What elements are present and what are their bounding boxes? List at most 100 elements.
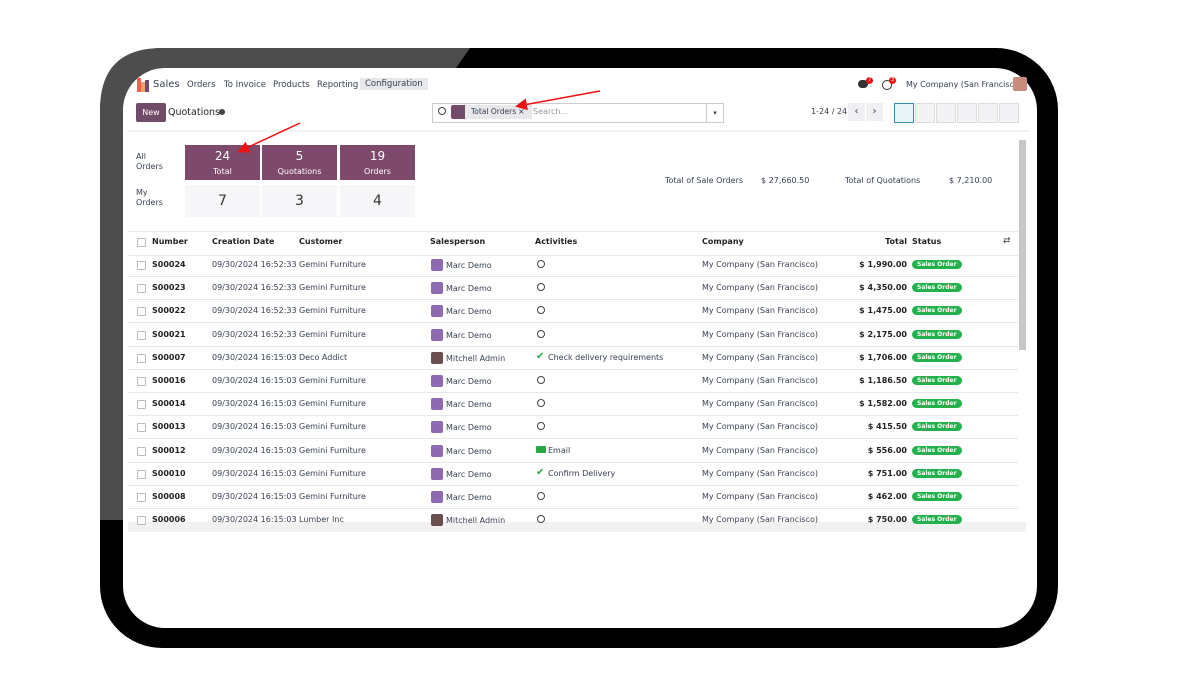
my-tile[interactable]: 3 <box>262 185 337 217</box>
table-row[interactable] <box>128 415 1018 440</box>
column-header[interactable]: Total <box>885 237 907 246</box>
column-header[interactable]: Creation Date <box>212 237 275 246</box>
menu-item[interactable]: To Invoice <box>224 80 267 90</box>
view-kanban[interactable] <box>915 103 935 123</box>
search-toggle[interactable]: ▾ <box>706 103 723 123</box>
customer: Gemini Furniture <box>299 376 366 385</box>
table-row[interactable] <box>128 253 1018 277</box>
order-number: S00021 <box>152 329 186 339</box>
salesperson: Marc Demo <box>446 446 492 456</box>
row-checkbox[interactable] <box>137 307 146 317</box>
column-header[interactable]: Number <box>152 237 188 246</box>
total: $ 2,175.00 <box>859 329 907 339</box>
row-checkbox[interactable] <box>137 353 146 363</box>
order-number: S00014 <box>152 399 186 409</box>
column-header[interactable]: Customer <box>299 237 343 246</box>
row-checkbox[interactable] <box>137 516 146 526</box>
menu-item[interactable]: Configuration <box>360 78 428 90</box>
row-checkbox[interactable] <box>137 493 146 502</box>
column-header[interactable]: Company <box>702 237 744 246</box>
table-row[interactable] <box>128 439 1018 463</box>
activity-icon[interactable]: ✔ <box>536 466 545 478</box>
column-header[interactable]: Status <box>912 237 942 246</box>
table-row[interactable] <box>128 392 1018 417</box>
table-row[interactable] <box>128 485 1018 509</box>
creation-date: 09/30/2024 16:15:03 <box>212 399 297 409</box>
row-checkbox[interactable] <box>137 330 146 340</box>
total: $ 1,990.00 <box>859 260 907 269</box>
menu-item[interactable]: Reporting <box>317 80 359 90</box>
order-number: S00008 <box>152 492 186 501</box>
customer: Gemini Furniture <box>299 306 366 316</box>
table-row[interactable] <box>128 276 1018 301</box>
view-calendar[interactable] <box>936 103 956 123</box>
view-pivot[interactable] <box>957 103 977 123</box>
company: My Company (San Francisco) <box>702 399 818 409</box>
chat-icon[interactable] <box>858 80 868 88</box>
row-checkbox[interactable] <box>137 284 146 294</box>
total-value: $ 7,210.00 <box>949 176 993 185</box>
tile-label: Total <box>213 167 232 176</box>
table-row[interactable] <box>128 369 1018 393</box>
row-checkbox[interactable] <box>137 446 146 456</box>
facet-remove[interactable]: × <box>518 107 525 116</box>
column-header[interactable]: Salesperson <box>430 237 486 246</box>
breadcrumb: Quotations <box>168 107 221 118</box>
row-checkbox[interactable] <box>137 469 146 479</box>
activity-icon[interactable] <box>882 80 892 90</box>
select-all[interactable] <box>137 238 146 247</box>
salesperson: Marc Demo <box>446 377 492 386</box>
order-number: S00022 <box>152 306 186 316</box>
activity-icon[interactable] <box>537 260 545 268</box>
tile[interactable] <box>262 145 337 180</box>
activity-icon[interactable] <box>537 376 545 384</box>
logo <box>141 82 145 92</box>
new-button[interactable]: New <box>136 103 166 122</box>
table-row[interactable] <box>128 462 1018 486</box>
salesperson: Marc Demo <box>446 493 492 502</box>
activity-icon[interactable] <box>537 283 545 292</box>
activity-badge: 3 <box>889 77 897 84</box>
activity-icon[interactable] <box>537 515 545 524</box>
total: $ 1,582.00 <box>859 399 907 409</box>
filter-icon <box>451 105 465 119</box>
user-avatar[interactable] <box>1013 77 1027 91</box>
creation-date: 09/30/2024 16:15:03 <box>212 376 297 385</box>
menu-item[interactable]: Orders <box>187 80 216 90</box>
status-badge: Sales Order <box>912 399 962 409</box>
app-name[interactable]: Sales <box>153 79 180 90</box>
my-tile[interactable]: 7 <box>185 185 260 217</box>
activity-icon[interactable] <box>536 445 546 453</box>
menu-item[interactable]: Products <box>273 80 310 90</box>
salesperson: Mitchell Admin <box>446 353 506 363</box>
customer: Gemini Furniture <box>299 492 366 501</box>
activity-icon[interactable] <box>537 329 545 338</box>
view-list[interactable] <box>894 103 914 123</box>
pager-next[interactable]: › <box>866 103 883 121</box>
row-checkbox[interactable] <box>137 423 146 433</box>
pager-prev[interactable]: ‹ <box>848 103 865 121</box>
table-row[interactable] <box>128 346 1018 370</box>
my-tile[interactable]: 4 <box>340 185 415 217</box>
row-checkbox[interactable] <box>137 377 146 386</box>
table-row[interactable] <box>128 299 1018 324</box>
order-number: S00024 <box>152 260 186 269</box>
table-row[interactable] <box>128 323 1018 347</box>
row-checkbox[interactable] <box>137 261 146 270</box>
tile[interactable] <box>340 145 415 180</box>
optional-columns[interactable]: ⇄ <box>1003 236 1011 246</box>
activity-icon[interactable] <box>537 306 545 315</box>
column-header[interactable]: Activities <box>535 237 578 246</box>
view-activity[interactable] <box>999 103 1019 123</box>
activity-icon[interactable] <box>537 492 545 500</box>
view-graph[interactable] <box>978 103 998 123</box>
company-switch[interactable]: My Company (San Francisco) <box>906 80 1022 89</box>
row-checkbox[interactable] <box>137 400 146 410</box>
status-badge: Sales Order <box>912 329 962 339</box>
activity-icon[interactable] <box>537 422 545 431</box>
activity-icon[interactable]: ✔ <box>536 350 545 362</box>
gear-icon[interactable] <box>219 109 225 115</box>
activity-icon[interactable] <box>537 399 545 408</box>
avatar <box>431 491 443 503</box>
